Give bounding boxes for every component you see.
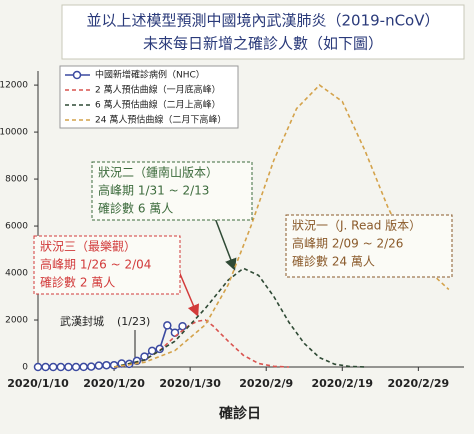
annotation-text: 狀況一（J. Read 版本） [292, 218, 421, 233]
legend-marker [72, 70, 82, 80]
data-point [79, 362, 88, 372]
annotation-box [285, 214, 453, 278]
annotation-text: 確診數 24 萬人 [292, 254, 375, 269]
y-tick-label: 10000 [0, 128, 28, 138]
legend-label: 2 萬人預估曲線（一月底高峰） [95, 84, 221, 96]
data-point [94, 361, 104, 370]
y-tick-label: 4000 [5, 269, 28, 279]
legend-box [59, 65, 239, 129]
annotation-text: 高峰期 1/26 ~ 2/04 [40, 257, 151, 272]
data-point [41, 362, 50, 372]
legend-label: 中國新增確診病例（NHC） [95, 69, 205, 81]
chart-title: 並以上述模型預測中國境內武漢肺炎（2019-nCoV） [86, 12, 439, 30]
y-tick-label: 6000 [5, 222, 28, 232]
legend-label: 24 萬人預估曲線（二月下高峰） [95, 114, 226, 126]
series-line [113, 84, 450, 368]
data-point [56, 362, 66, 372]
annotation-box [91, 161, 253, 221]
y-tick-label: 2000 [5, 316, 28, 326]
x-tick-label: 2020/1/10 [7, 377, 69, 390]
data-point [163, 321, 172, 330]
x-tick-label: 2020/2/29 [388, 377, 450, 390]
annotation-text: 確診數 2 萬人 [40, 275, 115, 290]
y-tick-label: 8000 [5, 175, 28, 185]
data-point [87, 362, 96, 371]
annotation-text: 狀況二（鍾南山版本） [98, 165, 218, 180]
data-point [147, 346, 157, 356]
legend-label: 6 萬人預估曲線（二月上高峰） [95, 99, 221, 111]
x-axis-label: 確診日 [219, 405, 261, 422]
data-point [178, 321, 187, 331]
data-point [33, 362, 43, 372]
data-point [71, 362, 81, 372]
x-tick-label: 2020/1/30 [159, 377, 221, 390]
title-box [61, 4, 465, 60]
x-tick-label: 2020/2/19 [311, 377, 373, 390]
annotation-text: 武漢封城 [60, 314, 104, 328]
data-point [109, 360, 119, 370]
arrow [214, 217, 237, 271]
annotation-box [33, 235, 181, 295]
series-line [113, 267, 366, 368]
data-point [48, 362, 58, 372]
annotation-text: (1/23) [117, 315, 150, 328]
series-line [113, 319, 290, 368]
annotation-text: 狀況三（最樂觀） [40, 239, 136, 254]
x-tick-label: 2020/1/20 [83, 377, 145, 390]
y-tick-label: 12000 [0, 81, 28, 91]
annotation-text: 高峰期 2/09 ~ 2/26 [292, 236, 403, 251]
data-point [140, 352, 149, 361]
x-tick-label: 2020/2/9 [239, 377, 293, 390]
chart-subtitle: 未來每日新增之確診人數（如下圖） [143, 35, 383, 53]
data-point [64, 362, 73, 372]
annotation-text: 確診數 6 萬人 [98, 201, 173, 216]
annotation-text: 高峰期 1/31 ~ 2/13 [98, 183, 209, 198]
data-point [102, 360, 111, 370]
y-tick-label: 0 [22, 363, 28, 373]
